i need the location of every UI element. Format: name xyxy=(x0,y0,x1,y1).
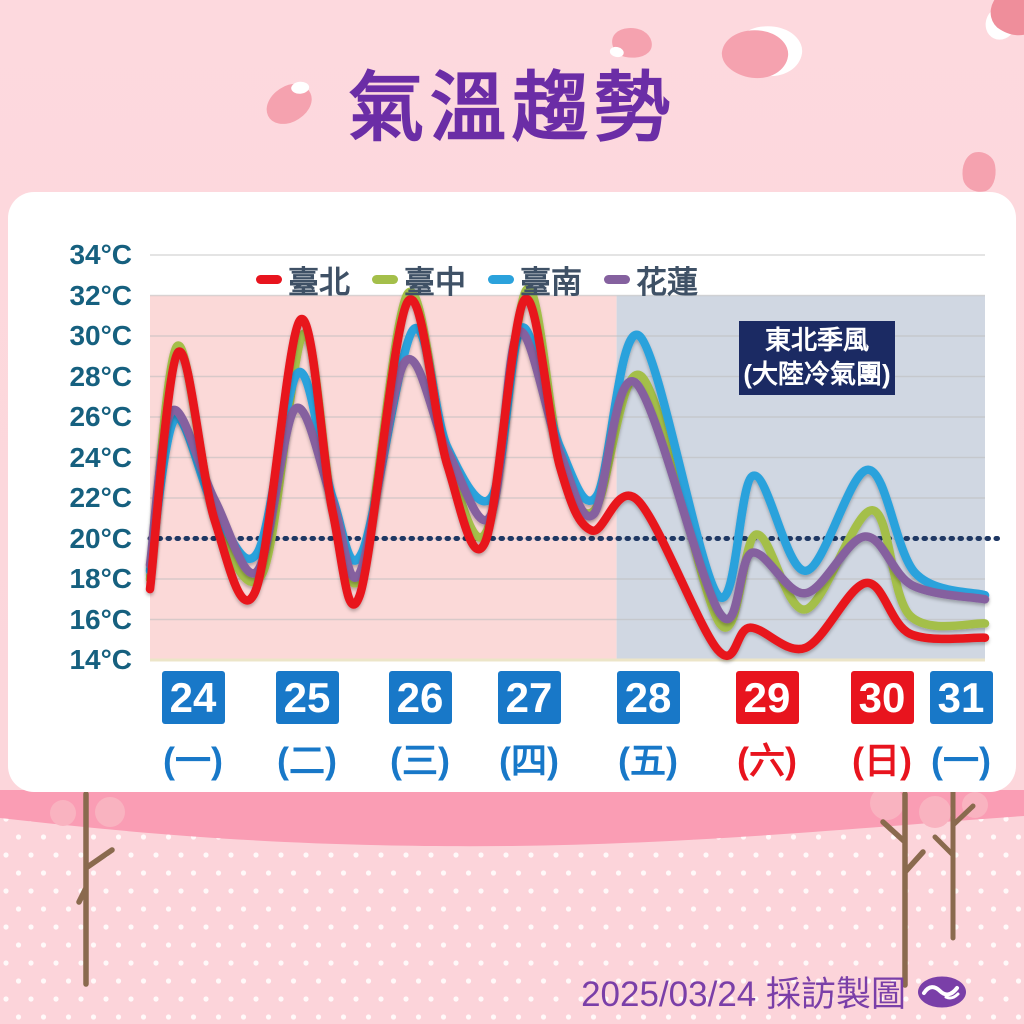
annotation-line2: (大陸冷氣團) xyxy=(743,359,891,389)
branch-decoration-right xyxy=(870,785,988,988)
page-title: 氣溫趨勢 xyxy=(348,66,676,151)
legend-item-3: 花蓮 xyxy=(604,257,698,302)
legend-item-0: 臺北 xyxy=(256,257,350,302)
legend-swatch-icon xyxy=(372,275,398,284)
legend-item-2: 臺南 xyxy=(488,257,582,302)
footer: 2025/03/24 採訪製圖 xyxy=(0,966,968,1017)
legend-label: 臺中 xyxy=(404,265,466,300)
credit-text: 2025/03/24 採訪製圖 xyxy=(581,975,906,1014)
legend-swatch-icon xyxy=(604,275,630,284)
legend-item-1: 臺中 xyxy=(372,257,466,302)
legend-label: 花蓮 xyxy=(636,265,698,300)
legend-swatch-icon xyxy=(256,275,282,284)
legend-label: 臺南 xyxy=(520,265,582,300)
legend-label: 臺北 xyxy=(288,265,350,300)
cwa-logo xyxy=(918,976,966,1007)
chart-legend: 臺北 臺中 臺南 花蓮 xyxy=(0,257,954,302)
petal-decoration xyxy=(958,149,1000,195)
annotation-northeast-monsoon: 東北季風 (大陸冷氣團) xyxy=(739,321,895,395)
legend-swatch-icon xyxy=(488,275,514,284)
annotation-line1: 東北季風 xyxy=(764,325,869,355)
branch-decoration-left xyxy=(50,791,125,987)
bottom-wave-decoration xyxy=(0,790,1024,1024)
